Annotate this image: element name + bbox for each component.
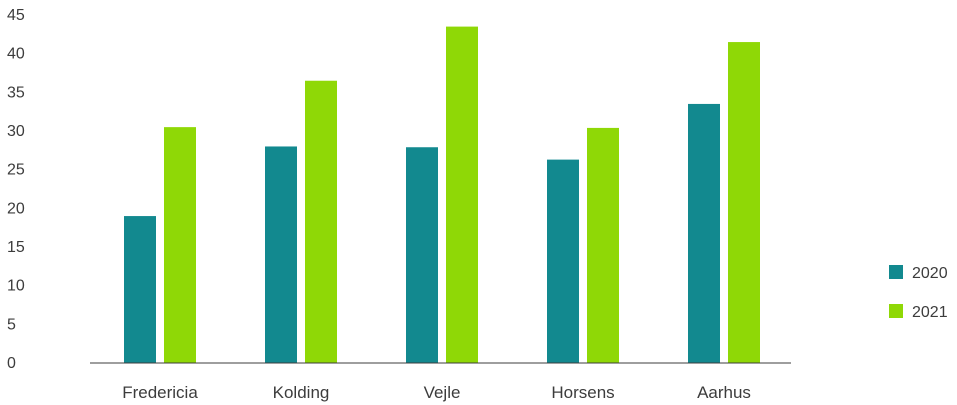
x-axis-category-labels: Fredericia Kolding Vejle Horsens Aarhus bbox=[122, 383, 751, 402]
legend-swatch-2021 bbox=[889, 304, 903, 318]
x-category-label: Horsens bbox=[551, 383, 614, 402]
y-axis-tick-labels: 0 5 10 15 20 25 30 35 40 45 bbox=[7, 7, 25, 372]
bar-2021-vejle bbox=[446, 26, 478, 363]
bar-2020-fredericia bbox=[124, 216, 156, 363]
bar-2020-vejle bbox=[406, 147, 438, 363]
y-tick-label: 45 bbox=[7, 7, 25, 24]
x-category-label: Kolding bbox=[273, 383, 330, 402]
x-category-label: Vejle bbox=[424, 383, 461, 402]
legend-label-2021: 2021 bbox=[912, 304, 948, 321]
bar-2020-kolding bbox=[265, 146, 297, 363]
bar-2020-horsens bbox=[547, 159, 579, 363]
y-tick-label: 40 bbox=[7, 46, 25, 63]
y-tick-label: 0 bbox=[7, 355, 16, 372]
y-tick-label: 15 bbox=[7, 239, 25, 256]
y-tick-label: 10 bbox=[7, 278, 25, 295]
bar-2021-fredericia bbox=[164, 127, 196, 363]
x-category-label: Aarhus bbox=[697, 383, 751, 402]
legend-swatch-2020 bbox=[889, 265, 903, 279]
legend: 2020 2021 bbox=[889, 265, 948, 321]
y-tick-label: 30 bbox=[7, 123, 25, 140]
y-tick-label: 35 bbox=[7, 84, 25, 101]
bar-2020-aarhus bbox=[688, 103, 720, 363]
y-tick-label: 20 bbox=[7, 200, 25, 217]
bar-2021-kolding bbox=[305, 80, 337, 363]
x-category-label: Fredericia bbox=[122, 383, 198, 402]
bar-2021-aarhus bbox=[728, 42, 760, 364]
bars bbox=[124, 26, 760, 364]
bar-2021-horsens bbox=[587, 127, 619, 363]
y-tick-label: 25 bbox=[7, 162, 25, 179]
y-tick-label: 5 bbox=[7, 316, 16, 333]
legend-label-2020: 2020 bbox=[912, 265, 948, 282]
